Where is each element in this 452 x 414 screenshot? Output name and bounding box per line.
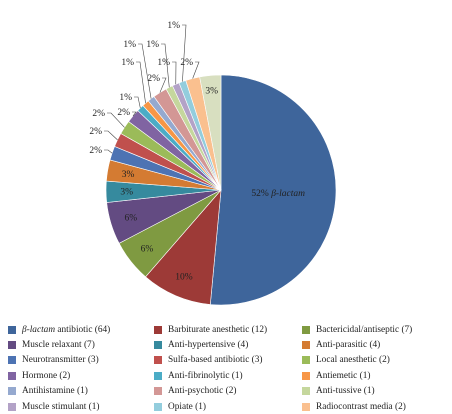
- slice-label-8: 2%: [92, 109, 105, 119]
- leader-line-14: [161, 43, 170, 88]
- legend-item: Local anesthetic (2): [302, 355, 448, 365]
- legend-row: Muscle relaxant (7) Anti-hypertensive (4)…: [8, 337, 448, 352]
- leader-line-10: [134, 96, 141, 109]
- legend-swatch: [302, 387, 310, 396]
- slice-label-11: 1%: [121, 58, 134, 68]
- legend-label: Hormone (2): [22, 370, 71, 381]
- slice-label-6: 2%: [89, 146, 102, 156]
- pie-slice-1: [145, 189, 222, 305]
- leader-line-11: [136, 61, 146, 104]
- legend-item: Neurotransmitter (3): [8, 355, 154, 365]
- legend-item: Antiemetic (1): [302, 371, 448, 381]
- leader-line-13: [159, 77, 167, 93]
- legend-item: β-lactam antibiotic (64): [8, 325, 154, 335]
- legend-label: Muscle relaxant (7): [22, 340, 95, 351]
- legend-item: Muscle stimulant (1): [8, 402, 154, 412]
- legend-label: Anti-parasitic (4): [316, 340, 381, 351]
- legend-swatch: [154, 341, 163, 350]
- legend-swatch: [302, 325, 310, 334]
- leader-line-7: [104, 130, 118, 141]
- pie-slice-18: [199, 74, 222, 191]
- legend-item: Muscle relaxant (7): [8, 340, 154, 350]
- legend-item: Sulfa-based antibiotic (3): [154, 355, 302, 365]
- legend-swatch: [154, 387, 163, 396]
- legend-label: β-lactam antibiotic (64): [22, 324, 111, 335]
- leader-line-8: [107, 112, 125, 128]
- legend-swatch: [8, 341, 16, 350]
- slice-label-16: 1%: [167, 21, 180, 31]
- legend-swatch: [302, 356, 310, 365]
- slice-label-1: 10%: [175, 273, 193, 283]
- legend-item: Bactericidal/antiseptic (7): [302, 325, 448, 335]
- legend-item: Antihistamine (1): [8, 386, 154, 396]
- legend-label: Opiate (1): [168, 401, 206, 412]
- legend-label: Anti-tussive (1): [316, 386, 375, 397]
- legend-row: Muscle stimulant (1) Opiate (1) Radiocontr…: [8, 399, 448, 414]
- legend-label: Barbiturate anesthetic (12): [168, 324, 268, 335]
- slice-label-0: 52% β-lactam: [251, 189, 305, 199]
- legend-row: Neurotransmitter (3) Sulfa-based antibiot…: [8, 353, 448, 368]
- legend-swatch: [8, 402, 16, 411]
- leader-line-16: [182, 24, 187, 82]
- slice-label-12: 1%: [123, 40, 136, 50]
- legend-swatch: [154, 325, 163, 334]
- legend-item: Barbiturate anesthetic (12): [154, 325, 302, 335]
- legend-item: Opiate (1): [154, 402, 302, 412]
- legend-label: Sulfa-based antibiotic (3): [168, 355, 263, 366]
- legend-swatch: [154, 371, 163, 380]
- legend-swatch: [154, 356, 163, 365]
- slice-label-14: 1%: [146, 40, 159, 50]
- legend-item: Anti-hypertensive (4): [154, 340, 302, 350]
- legend-swatch: [154, 402, 163, 411]
- legend-item: Anti-psychotic (2): [154, 386, 302, 396]
- legend-label: Radiocontrast media (2): [316, 401, 406, 412]
- legend-swatch: [302, 402, 310, 411]
- legend-label: Anti-psychotic (2): [168, 386, 237, 397]
- slice-label-15: 1%: [157, 58, 170, 68]
- slice-label-10: 1%: [119, 93, 132, 103]
- slice-label-5: 3%: [122, 170, 135, 180]
- legend-item: Hormone (2): [8, 371, 154, 381]
- slice-label-18: 3%: [205, 86, 218, 96]
- pie-slice-0: [209, 74, 337, 306]
- legend-label: Bactericidal/antiseptic (7): [316, 324, 413, 335]
- legend-row: Antihistamine (1) Anti-psychotic (2) Anti-…: [8, 384, 448, 399]
- legend-item: Anti-parasitic (4): [302, 340, 448, 350]
- legend-swatch: [8, 387, 16, 396]
- chart-legend: β-lactam antibiotic (64) Barbiturate anes…: [8, 322, 448, 414]
- slice-label-2: 6%: [141, 244, 154, 254]
- legend-swatch: [8, 371, 16, 380]
- legend-row: Hormone (2) Anti-fibrinolytic (1) Antiemet…: [8, 368, 448, 383]
- legend-row: β-lactam antibiotic (64) Barbiturate anes…: [8, 322, 448, 337]
- legend-item: Anti-fibrinolytic (1): [154, 371, 302, 381]
- legend-item: Radiocontrast media (2): [302, 402, 448, 412]
- leader-line-9: [132, 111, 137, 117]
- legend-item: Anti-tussive (1): [302, 386, 448, 396]
- legend-swatch: [8, 356, 16, 365]
- legend-label: Muscle stimulant (1): [22, 401, 100, 412]
- leader-line-6: [104, 149, 113, 154]
- slice-label-13: 2%: [147, 74, 160, 84]
- slice-label-7: 2%: [89, 127, 102, 137]
- pie-chart: 52% β-lactam 10% 6% 6% 3% 3% 2% 2% 2% 2% 1% 1% 1% 2% 1…: [89, 21, 337, 306]
- slice-label-3: 6%: [124, 213, 137, 223]
- legend-swatch: [302, 371, 310, 380]
- leader-line-17: [192, 61, 200, 79]
- legend-label: Neurotransmitter (3): [22, 355, 99, 366]
- slice-label-17: 2%: [180, 58, 193, 68]
- legend-swatch: [8, 325, 16, 334]
- legend-label: Antihistamine (1): [22, 386, 88, 397]
- legend-label: Anti-hypertensive (4): [168, 340, 249, 351]
- leader-line-12: [138, 43, 152, 99]
- legend-label: Anti-fibrinolytic (1): [168, 370, 243, 381]
- legend-label: Local anesthetic (2): [316, 355, 390, 366]
- leader-line-15: [172, 61, 177, 85]
- legend-swatch: [302, 341, 310, 350]
- slice-label-9: 2%: [117, 108, 130, 118]
- slice-label-4: 3%: [120, 187, 133, 197]
- legend-label: Antiemetic (1): [316, 370, 371, 381]
